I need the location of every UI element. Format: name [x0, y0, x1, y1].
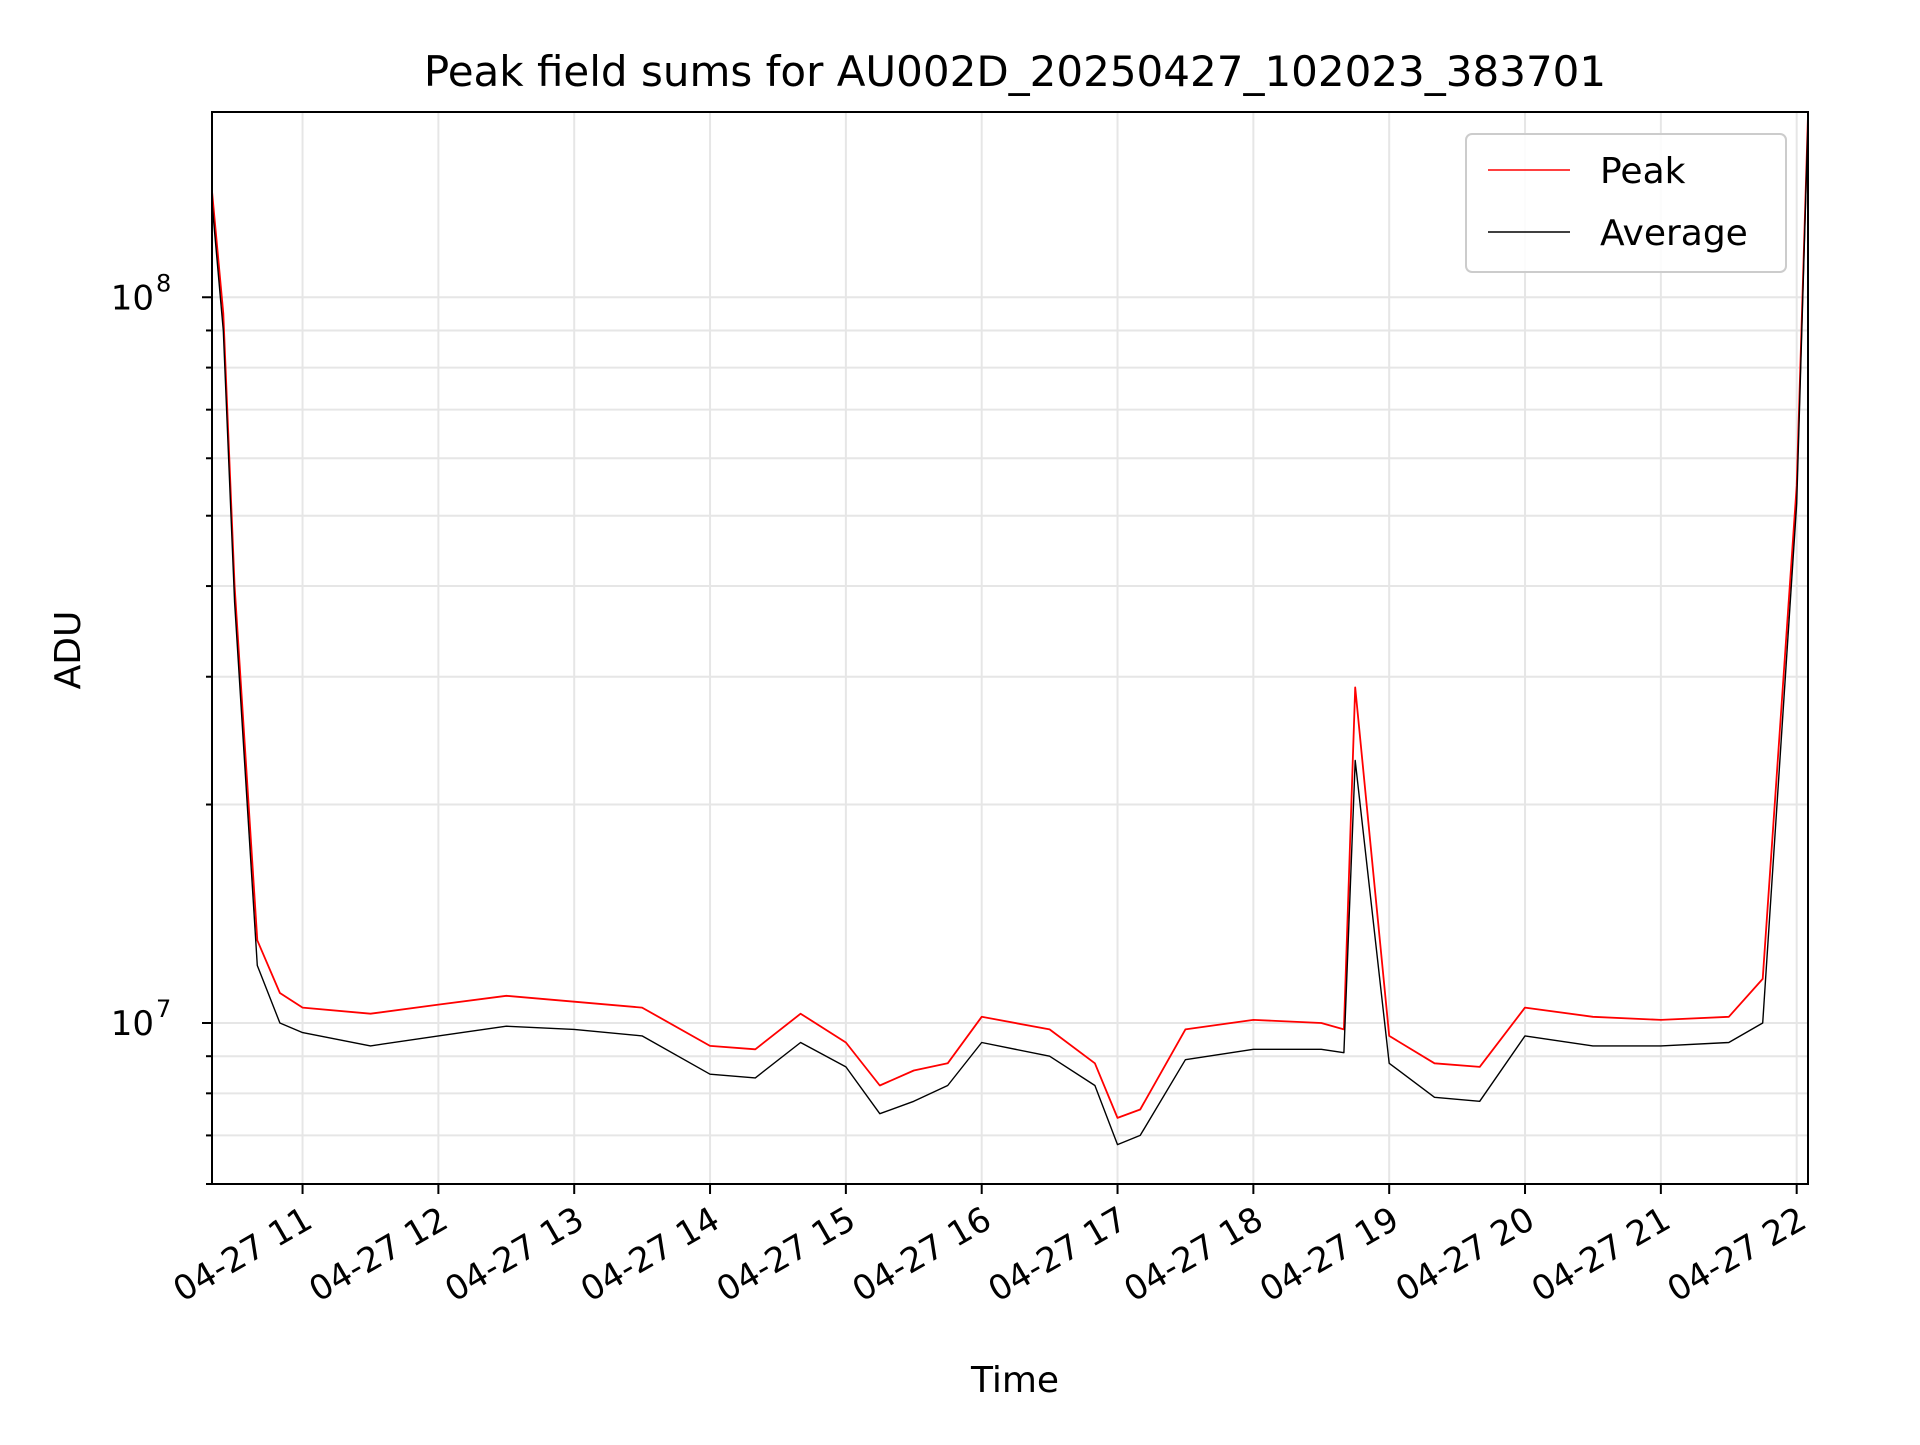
y-tick-exponent: 7 [156, 995, 171, 1023]
legend-label-peak: Peak [1600, 151, 1686, 192]
series-line-peak [211, 115, 1809, 1119]
legend-box [1465, 133, 1787, 273]
chart-title: Peak field sums for AU002D_20250427_1020… [424, 47, 1606, 96]
plot-area-frame [211, 111, 1809, 1185]
legend: Peak Average [1465, 133, 1787, 273]
grid-layer [212, 112, 1808, 1185]
y-tick-label: 10 [111, 1004, 154, 1044]
y-tick-label: 10 [111, 278, 154, 318]
series-layer [211, 115, 1809, 1146]
x-axis-label: Time [970, 1360, 1059, 1401]
series-line-average [211, 120, 1809, 1146]
y-axis-label: ADU [48, 611, 89, 690]
legend-label-average: Average [1600, 213, 1748, 254]
y-tick-exponent: 8 [156, 269, 171, 297]
